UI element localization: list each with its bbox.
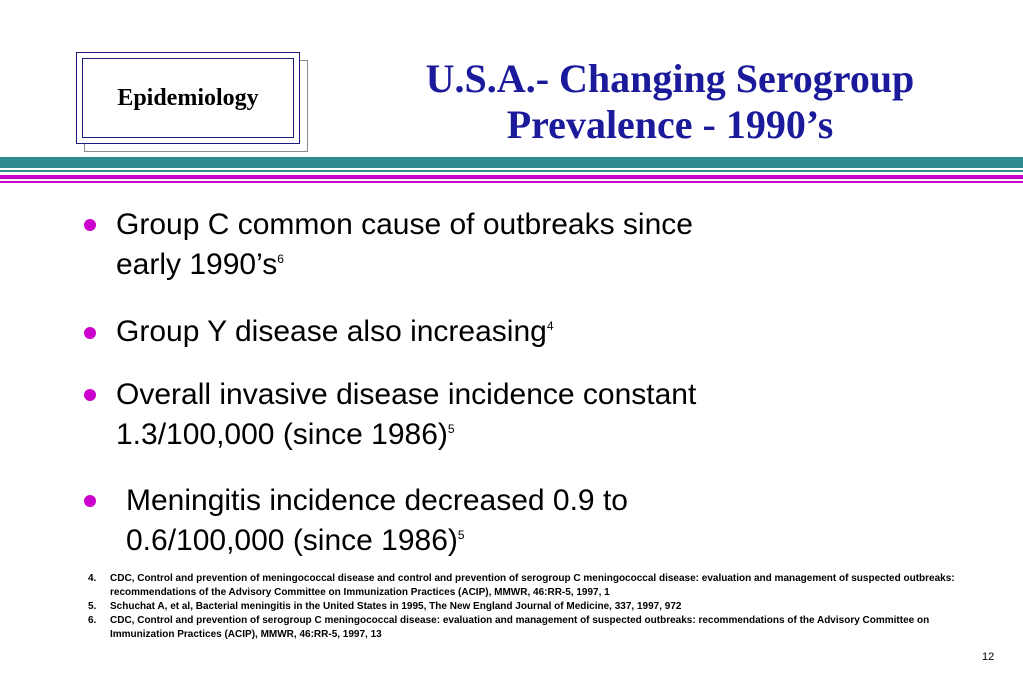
reference-item: 5. Schuchat A, et al, Bacterial meningit… [88,600,968,614]
reference-text: CDC, Control and prevention of meningoco… [110,573,955,598]
divider-magenta-thin [0,181,1023,183]
bullet-dot-icon [84,219,96,231]
bullet-dot-icon [84,327,96,339]
section-label-box: Epidemiology [76,52,300,144]
bullet-item-3: Overall invasive disease incidence const… [116,375,696,455]
section-label: Epidemiology [117,84,259,111]
section-label-inner: Epidemiology [82,58,294,138]
references: 4. CDC, Control and prevention of mening… [88,572,968,642]
divider-teal-thin [0,170,1023,172]
page-number: 12 [982,651,995,663]
reference-item: 6. CDC, Control and prevention of serogr… [88,614,968,642]
bullet-3-line-2: 1.3/100,000 (since 1986) [116,418,448,451]
bullet-1-line-1: Group C common cause of outbreaks since [116,208,693,241]
bullet-1-line-2: early 1990’s [116,248,278,281]
reference-item: 4. CDC, Control and prevention of mening… [88,572,968,600]
bullet-item-2: Group Y disease also increasing4 [116,312,554,352]
reference-number: 5. [88,601,97,612]
bullet-item-4: Meningitis incidence decreased 0.9 to 0.… [126,481,628,561]
divider-magenta-thick [0,175,1023,179]
divider-teal-thick [0,157,1023,168]
bullet-3-ref: 5 [447,422,455,436]
bullet-3-line-1: Overall invasive disease incidence const… [116,378,697,411]
reference-number: 6. [88,615,97,626]
reference-number: 4. [88,573,97,584]
bullet-4-line-2: 0.6/100,000 (since 1986) [126,524,458,557]
bullet-4-ref: 5 [457,528,465,542]
title-line-1: U.S.A.- Changing Serogroup [425,56,915,101]
reference-text: Schuchat A, et al, Bacterial meningitis … [110,601,682,612]
title-line-2: Prevalence - 1990’s [506,102,834,147]
bullet-item-1: Group C common cause of outbreaks since … [116,205,693,285]
bullet-2-ref: 4 [546,319,554,333]
bullet-1-ref: 6 [277,252,284,266]
bullet-dot-icon [84,495,96,507]
bullet-dot-icon [84,389,96,401]
bullet-2-line-1: Group Y disease also increasing [116,315,547,348]
reference-text: CDC, Control and prevention of serogroup… [110,615,930,640]
slide-title: U.S.A.- Changing Serogroup Prevalence - … [350,56,990,148]
bullet-4-line-1: Meningitis incidence decreased 0.9 to [126,484,628,517]
